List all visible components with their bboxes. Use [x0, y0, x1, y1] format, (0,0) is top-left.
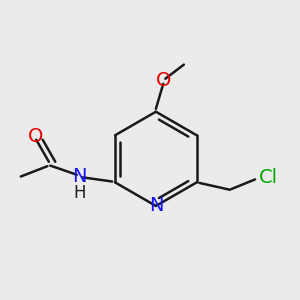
Text: O: O — [28, 127, 43, 146]
Text: N: N — [148, 196, 163, 215]
Text: N: N — [73, 167, 87, 186]
Text: H: H — [74, 184, 86, 202]
Text: O: O — [156, 71, 171, 90]
Text: Cl: Cl — [259, 169, 278, 188]
